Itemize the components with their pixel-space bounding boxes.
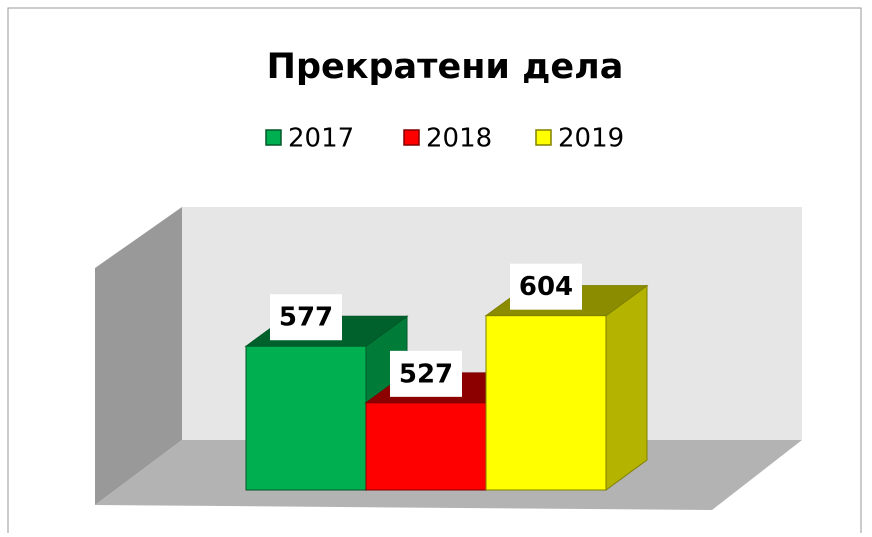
bar-front [365, 402, 487, 491]
bar [484, 284, 649, 491]
legend-label: 2019 [558, 124, 624, 154]
data-label: 577 [279, 303, 333, 333]
legend-label: 2018 [426, 124, 492, 154]
data-label: 604 [519, 272, 573, 302]
bar-front [485, 315, 607, 491]
legend-swatch [403, 129, 420, 146]
legend-swatch [535, 129, 552, 146]
bar-front [245, 345, 367, 491]
bar-side [605, 284, 648, 491]
side-wall [95, 207, 182, 505]
legend-label: 2017 [288, 124, 354, 154]
legend-swatch [265, 129, 282, 146]
chart-title: Прекратени дела [267, 47, 624, 87]
data-label-box [390, 350, 462, 397]
data-label-box [270, 294, 342, 341]
data-label: 527 [399, 359, 453, 389]
data-label-box [510, 263, 582, 310]
